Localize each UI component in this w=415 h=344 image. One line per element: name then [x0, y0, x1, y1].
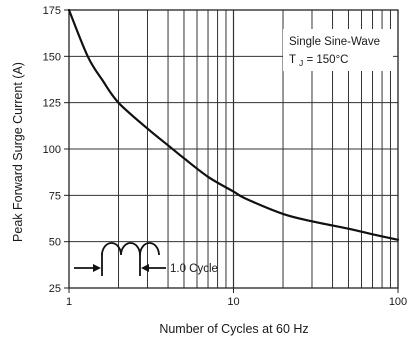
- surge-curve: [67, 8, 400, 241]
- x-axis-title: Number of Cycles at 60 Hz: [159, 322, 308, 336]
- y-tick-label: 175: [43, 5, 61, 17]
- cycle-waveform: [101, 242, 160, 256]
- y-tick-label: 75: [49, 190, 61, 202]
- cycle-label: 1.0 Cycle: [170, 263, 218, 275]
- y-tick-label: 100: [43, 144, 61, 156]
- y-tick-label: 150: [43, 51, 61, 63]
- x-tick-labels: 1 10 100: [66, 288, 407, 308]
- cycle-arrow-right-head: [141, 264, 149, 272]
- x-tick-label: 100: [389, 296, 407, 308]
- cycle-diagram: [74, 242, 166, 276]
- x-tick-label: 10: [227, 296, 239, 308]
- tj-symbol: T: [289, 54, 296, 66]
- annotation-backdrop: [283, 29, 393, 71]
- y-tick-labels: 25 50 75 100 125 150 175: [43, 5, 69, 295]
- tj-value: = 150°C: [306, 54, 348, 66]
- y-tick-label: 25: [49, 283, 61, 295]
- condition-legend: Single Sine-Wave T J = 150°C: [289, 36, 380, 69]
- cycle-arrow-left-head: [93, 264, 101, 272]
- condition-line-1: Single Sine-Wave: [289, 36, 380, 48]
- y-tick-label: 125: [43, 98, 61, 110]
- y-axis-title: Peak Forward Surge Current (A): [11, 62, 25, 242]
- x-tick-label: 1: [66, 296, 72, 308]
- tj-subscript: J: [299, 58, 303, 68]
- condition-line-2: T J = 150°C: [289, 54, 349, 69]
- y-tick-label: 50: [49, 237, 61, 249]
